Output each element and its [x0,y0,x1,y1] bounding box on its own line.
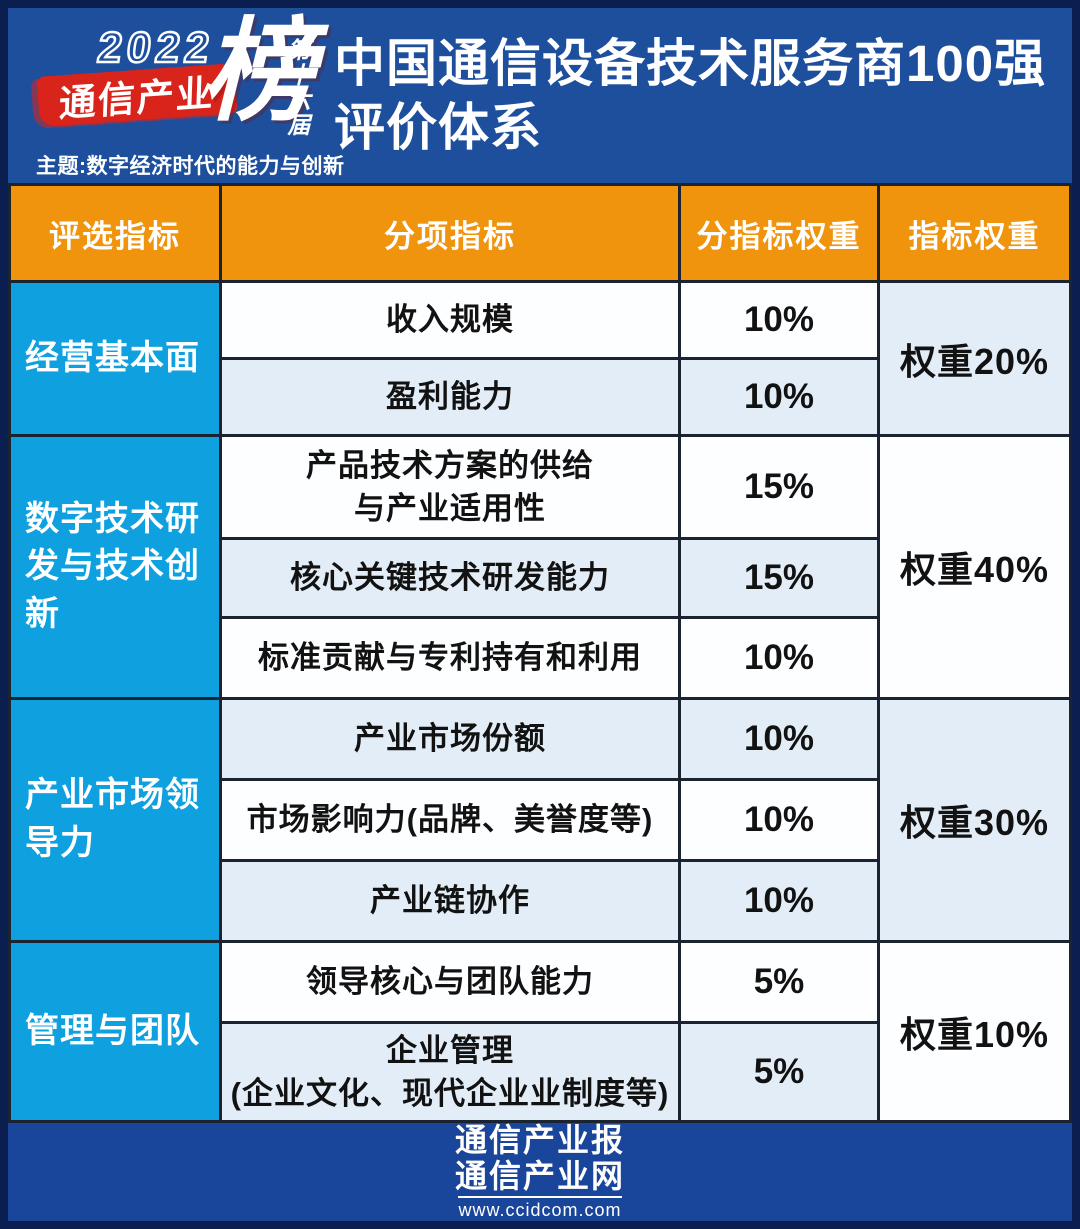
col-header-sub-indicator: 分项指标 [222,186,678,280]
col-header-indicator-weight: 指标权重 [880,186,1069,280]
sub-indicator-cell: 盈利能力 [222,360,678,434]
footer-website-url: www.ccidcom.com [458,1196,622,1221]
sub-indicator-cell: 核心关键技术研发能力 [222,540,678,616]
sub-weight-cell: 15% [681,437,877,537]
sub-weight-cell: 10% [681,781,877,859]
sub-indicator-cell: 收入规模 [222,283,678,357]
logo-edition-text: 第十六届 [284,37,310,138]
group-weight-cell: 权重20% [880,283,1069,434]
page-title-line1: 中国通信设备技术服务商100强 [334,34,1047,92]
cpn-award-logo: 2022 通信产业 榜 第十六届 主题:数字经济时代的能力与创新 [30,8,344,182]
category-cell-digital-tech-innovation: 数字技术研发与技术创新 [11,437,219,697]
footer-brand-line2: 通信产业网 [454,1157,625,1194]
sub-indicator-cell: 标准贡献与专利持有和利用 [222,619,678,697]
header-band: 2022 通信产业 榜 第十六届 主题:数字经济时代的能力与创新 中国通信设备技… [8,8,1072,183]
sub-weight-cell: 5% [681,943,877,1021]
logo-bang-character: 榜 [202,8,314,134]
page-title: 中国通信设备技术服务商100强 评价体系 [322,32,1072,160]
group-weight-cell: 权重30% [880,700,1069,940]
sub-weight-cell: 10% [681,360,877,434]
evaluation-table: 评选指标 分项指标 分指标权重 指标权重 经营基本面 收入规模 10% 盈利能力… [8,183,1072,1123]
sub-weight-cell: 10% [681,283,877,357]
sub-weight-cell: 10% [681,619,877,697]
sub-weight-cell: 10% [681,862,877,940]
sub-indicator-cell: 产业链协作 [222,862,678,940]
sub-weight-cell: 10% [681,700,877,778]
sub-indicator-cell: 市场影响力(品牌、美誉度等) [222,781,678,859]
sub-indicator-cell: 产品技术方案的供给 与产业适用性 [222,437,678,537]
page-title-line2: 评价体系 [334,98,543,156]
category-cell-management-team: 管理与团队 [11,943,219,1120]
col-header-sub-weight: 分指标权重 [681,186,877,280]
col-header-criteria: 评选指标 [11,186,219,280]
sub-indicator-cell: 产业市场份额 [222,700,678,778]
group-weight-cell: 权重40% [880,437,1069,697]
footer-brand-line1: 通信产业报 [454,1123,625,1158]
sub-weight-cell: 15% [681,540,877,616]
group-weight-cell: 权重10% [880,943,1069,1120]
category-cell-market-leadership: 产业市场领导力 [11,700,219,940]
footer-band: 通信产业报 通信产业网 www.ccidcom.com [8,1123,1072,1221]
logo-theme-text: 主题:数字经济时代的能力与创新 [36,154,345,178]
logo-banner-text: 通信产业 [58,71,216,125]
sub-weight-cell: 5% [681,1024,877,1120]
sub-indicator-cell: 领导核心与团队能力 [222,943,678,1021]
sub-indicator-cell: 企业管理 (企业文化、现代企业业制度等) [222,1024,678,1120]
category-cell-business-fundamentals: 经营基本面 [11,283,219,434]
